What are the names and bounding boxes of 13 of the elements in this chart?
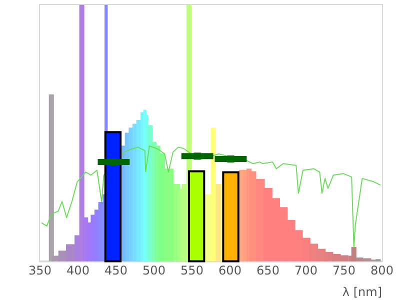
x-tick-label: 650: [256, 264, 280, 278]
bar: [216, 184, 222, 262]
x-tick-label: 750: [332, 264, 356, 278]
x-tick-label: 800: [370, 264, 394, 278]
x-tick-label: 600: [218, 264, 242, 278]
x-axis-title: λ [nm]: [342, 284, 382, 299]
bar: [210, 128, 216, 262]
x-tick-label: 700: [294, 264, 318, 278]
x-tick-label: 350: [28, 264, 52, 278]
x-tick-label: 550: [180, 264, 204, 278]
x-tick-label: 450: [104, 264, 128, 278]
x-tick-label: 500: [142, 264, 166, 278]
x-tick-label: 400: [66, 264, 90, 278]
